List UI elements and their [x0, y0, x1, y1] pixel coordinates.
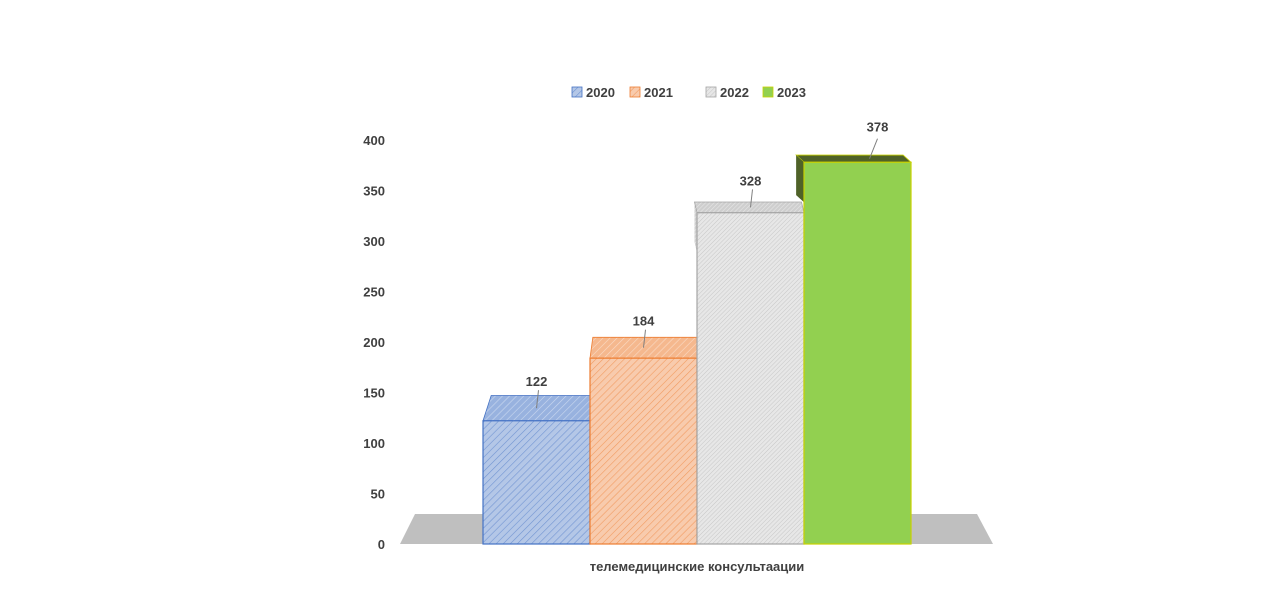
legend-item-2022: 2022 [705, 85, 749, 100]
data-label: 328 [740, 173, 762, 188]
data-label: 378 [867, 120, 889, 135]
y-tick-label: 300 [363, 234, 385, 249]
legend-item-2023: 2023 [762, 85, 806, 100]
data-labels: 122 184 328 378 [526, 120, 889, 409]
y-tick-label: 100 [363, 436, 385, 451]
bar-side-face [796, 155, 804, 203]
bar-top-face [589, 336, 701, 359]
legend-label: 2023 [777, 85, 806, 100]
bar-top-face [482, 395, 599, 422]
data-label-leader [536, 390, 539, 409]
y-axis: 0 50 100 150 200 250 300 350 400 [363, 133, 385, 552]
bar-2021 [589, 336, 701, 545]
data-label-leader [750, 189, 753, 208]
bar-2020 [482, 395, 599, 545]
bar-top-face [693, 201, 805, 214]
legend-swatch [629, 86, 641, 98]
bar-front-face [803, 161, 912, 545]
data-label-leader [643, 329, 646, 348]
y-tick-label: 200 [363, 335, 385, 350]
y-tick-label: 400 [363, 133, 385, 148]
bar-2022 [693, 201, 805, 545]
data-label: 184 [633, 314, 655, 329]
legend-label: 2022 [720, 85, 749, 100]
legend-swatch [571, 86, 583, 98]
legend-swatch [705, 86, 717, 98]
bar-front-face [589, 357, 698, 545]
y-tick-label: 350 [363, 184, 385, 199]
y-tick-label: 250 [363, 285, 385, 300]
data-label-leader [869, 138, 878, 159]
y-tick-label: 150 [363, 386, 385, 401]
data-label: 122 [526, 374, 548, 389]
legend-item-2020: 2020 [571, 85, 615, 100]
y-tick-label: 0 [378, 537, 385, 552]
legend-label: 2021 [644, 85, 673, 100]
legend-swatch [762, 86, 774, 98]
y-tick-label: 50 [371, 487, 385, 502]
bar-2023 [795, 154, 913, 545]
bars [482, 154, 913, 545]
legend-item-2021: 2021 [629, 85, 673, 100]
legend: 2020 2021 2022 2023 [571, 85, 806, 100]
bar-front-face [696, 212, 805, 545]
legend-label: 2020 [586, 85, 615, 100]
bar-top-face [795, 154, 913, 163]
x-category-label: телемедицинские консультаации [590, 559, 805, 574]
bar-side-face [694, 202, 697, 253]
bar-front-face [482, 420, 591, 545]
